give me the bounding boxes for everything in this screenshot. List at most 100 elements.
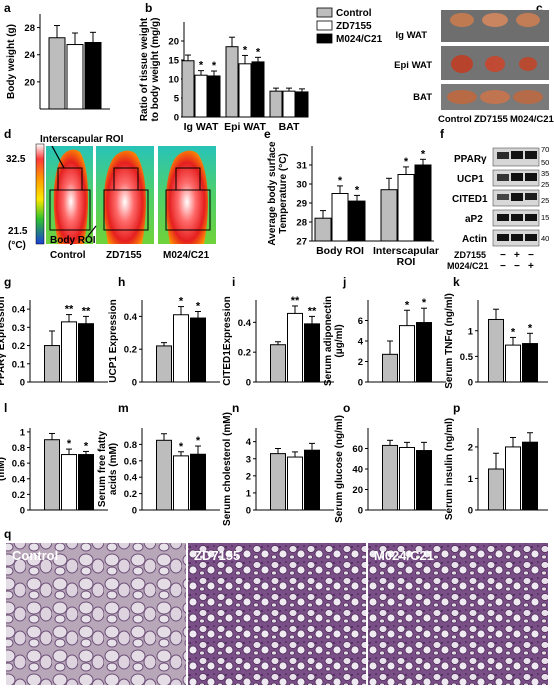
band-actin-3: [525, 234, 537, 241]
photo-col-label-m024: M024/C21: [510, 114, 554, 125]
y-axis-label-line: Serum free fatty: [97, 430, 108, 507]
y-axis-label: Serum insulin (ng/ml): [444, 418, 455, 520]
panel-letter-n: n: [232, 401, 239, 415]
bar: [44, 439, 60, 511]
y-axis-label-line: UCP1 Expression: [108, 299, 119, 382]
panel-letter-f: f: [440, 127, 445, 141]
bar: [382, 353, 398, 383]
y-tick-label: 2: [358, 357, 363, 368]
y-tick-label: 0.4: [12, 474, 26, 485]
panel-letter-o: o: [343, 401, 350, 415]
legend-swatch-control: [316, 7, 333, 18]
y-tick-label: 29: [296, 199, 307, 210]
y-tick-label: 0.2: [124, 345, 137, 356]
roi-body-control: [49, 189, 91, 231]
y-tick-label: 40: [352, 465, 363, 476]
y-tick-label: 0: [468, 506, 473, 517]
chart-ucp1: 0 0.2 0.4 UCP1 Expression * *: [108, 296, 220, 389]
thermal-animal-control: [53, 149, 89, 244]
chart-ppar-gamma: 0 0.1 0.2 0.3 0.4 PPARγ Expression ** **: [0, 296, 108, 389]
y-tick-label: 0.2: [124, 489, 137, 500]
significance-marker: **: [65, 304, 74, 316]
bar: [194, 74, 208, 118]
marker-25b: 25: [541, 196, 549, 205]
y-tick-label: 0: [246, 378, 251, 389]
y-axis-label: Serum adiponectin(μg/ml): [323, 296, 345, 386]
y-tick-label: 0.4: [238, 318, 252, 329]
y-axis-label-line: Temperature (°C): [278, 153, 289, 234]
thermal-label-control: Control: [50, 250, 86, 261]
y-tick-label: 0.2: [238, 348, 251, 359]
y-axis-label: Serum free fattyacids (mM): [97, 430, 119, 507]
y-tick-label: 0.4: [12, 305, 26, 316]
significance-marker: *: [67, 438, 72, 450]
bat-sample-m024: [513, 90, 543, 104]
y-tick-label: 0: [358, 378, 363, 389]
y-axis-label: Serum triglyceride(mM): [0, 425, 7, 513]
y-axis-label-line: (mM): [0, 457, 7, 481]
histology-control: [6, 543, 186, 685]
bar: [304, 449, 320, 511]
y-axis-label-line: to body weight (mg/g): [150, 18, 161, 122]
ig-wat-sample-control: [450, 13, 474, 27]
y-tick-label: 0: [246, 506, 251, 517]
epi-wat-sample-control: [451, 55, 473, 73]
y-tick-label: 0: [20, 378, 25, 389]
y-axis-label-line: Serum insulin (ng/ml): [444, 418, 455, 520]
bar: [78, 323, 94, 383]
blot-label-pparg: PPARγ: [454, 154, 487, 165]
panel-letter-k: k: [453, 275, 460, 289]
chart-tissue-ratio: 0 5 10 15 20 Ratio of tissue weightto body we…: [139, 17, 309, 133]
y-tick-label: 6: [358, 316, 363, 327]
band-cited1-2: [511, 193, 523, 201]
panel-f-western-blot: PPARγ UCP1 CITED1 aP2 Actin 70 50 35 25 …: [447, 145, 549, 272]
significance-marker: *: [196, 435, 201, 447]
bar: [84, 42, 102, 110]
x-tick-label-line: ROI: [397, 256, 416, 268]
panel-letter-q: q: [4, 527, 11, 541]
marker-50: 50: [541, 158, 549, 167]
bar: [66, 44, 84, 110]
blot-label-ap2: aP2: [465, 214, 483, 225]
x-tick-label: Epi WAT: [224, 121, 266, 133]
significance-marker: *: [243, 44, 248, 56]
legend-label-control: Control: [336, 8, 372, 19]
histology-zd7155: [188, 543, 366, 685]
photo-row-label-bat: BAT: [413, 92, 432, 103]
significance-marker: **: [82, 305, 91, 317]
significance-marker: *: [422, 297, 427, 309]
y-tick-label: 0.4: [124, 312, 138, 323]
sign-m024-1: −: [500, 261, 506, 272]
legend-label-m024: M024/C21: [336, 34, 383, 45]
y-tick-label: 1: [468, 474, 474, 485]
y-tick-label: 0: [468, 378, 473, 389]
histology-label-m024: M024/C21: [374, 548, 434, 563]
label-interscapular-roi: Interscapular ROI: [40, 134, 124, 145]
epi-wat-sample-m024: [519, 57, 537, 71]
bar: [488, 468, 504, 511]
chart-insulin: 0 1 2 Serum insulin (ng/ml): [444, 418, 548, 520]
y-axis-label-line: Serum TNFα (ng/ml): [444, 293, 455, 389]
bar: [48, 37, 66, 110]
y-tick-label: 0.8: [12, 443, 25, 454]
y-tick-label: 5: [174, 94, 180, 105]
significance-marker: *: [528, 322, 533, 334]
thermal-label-zd7155: ZD7155: [106, 250, 142, 261]
panel-letter-b: b: [145, 1, 152, 15]
y-tick-label: 0.5: [460, 352, 474, 363]
condition-label-zd7155: ZD7155: [454, 250, 486, 260]
bar: [397, 174, 415, 242]
panel-letter-h: h: [118, 275, 125, 289]
x-tick-label-line: Interscapular: [373, 245, 439, 257]
band-pparg-2: [511, 151, 523, 159]
bar: [251, 61, 265, 118]
panel-letters: a b c d e f g h i j k l m n o p q: [4, 1, 543, 541]
y-tick-label: 20: [168, 37, 179, 48]
arrow-body: [87, 225, 97, 237]
y-axis-label-line: Serum adiponectin: [323, 296, 334, 386]
band-pparg-3: [525, 151, 537, 159]
y-tick-label: 1: [468, 326, 474, 337]
y-tick-label: 10: [168, 75, 179, 86]
y-axis-label-line: Ratio of tissue weight: [139, 17, 150, 121]
y-tick-label: 0: [174, 113, 179, 124]
